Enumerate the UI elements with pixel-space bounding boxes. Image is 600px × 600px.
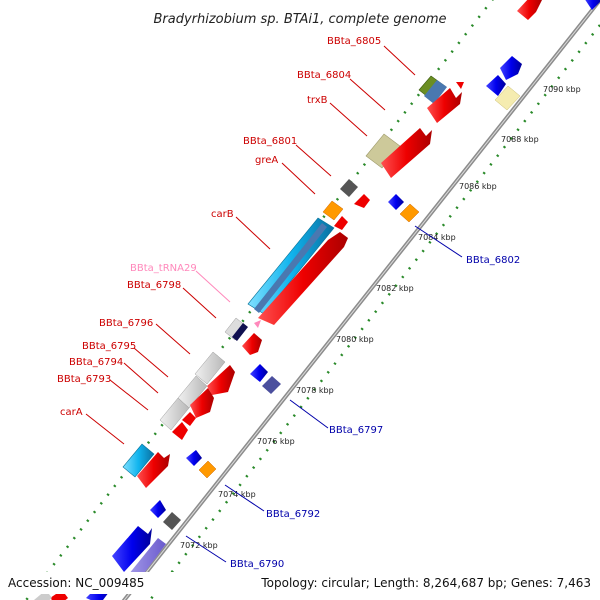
tick-label: 7076 kbp	[257, 437, 295, 446]
leader-line	[123, 362, 159, 394]
tick-label: 7078 kbp	[296, 386, 334, 395]
gene-label-carb[interactable]: carB	[211, 209, 234, 220]
leader-line	[185, 535, 227, 563]
gene-label-grea[interactable]: greA	[255, 155, 278, 166]
gene-small-arrow[interactable]	[456, 82, 464, 89]
tick-label: 7082 kbp	[376, 284, 414, 293]
tick-label: 7084 kbp	[418, 233, 456, 242]
gene-label-bbta-6796[interactable]: BBta_6796	[99, 318, 153, 329]
forward-genes	[34, 0, 542, 600]
gene-red-c[interactable]	[172, 422, 188, 440]
gene-carb-stripe[interactable]	[254, 223, 327, 313]
gene-label-bbta-6794[interactable]: BBta_6794	[69, 357, 123, 368]
gene-bbta-6793[interactable]	[159, 397, 190, 431]
map-title: Bradyrhizobium sp. BTAi1, complete genom…	[153, 12, 446, 27]
gene-red-long[interactable]	[258, 232, 348, 325]
gene-label-trxb[interactable]: trxB	[307, 95, 328, 106]
genome-summary-text: Topology: circular; Length: 8,264,687 bp…	[260, 576, 591, 590]
gene-orange-forward[interactable]	[322, 200, 344, 221]
gene-label-bbta-6792[interactable]: BBta_6792	[266, 509, 320, 520]
tick-label: 7090 kbp	[543, 85, 581, 94]
tick-dots-inner	[149, 24, 600, 600]
gene-cara-red[interactable]	[137, 452, 170, 488]
gene-grea-small[interactable]	[354, 194, 370, 208]
leader-line	[195, 270, 231, 303]
gene-label-bbta-6797[interactable]: BBta_6797	[329, 425, 383, 436]
leader-line	[133, 347, 169, 378]
gene-trna-29[interactable]	[254, 320, 261, 328]
tick-label: 7080 kbp	[336, 335, 374, 344]
leader-line	[155, 323, 191, 355]
gene-label-bbta-6795[interactable]: BBta_6795	[82, 341, 136, 352]
gene-label-cara[interactable]: carA	[60, 407, 83, 418]
gene-bbta-6798[interactable]	[242, 333, 262, 355]
accession-text: Accession: NC_009485	[8, 576, 144, 590]
gene-label-bbta-6805[interactable]: BBta_6805	[327, 36, 381, 47]
leader-line	[349, 78, 386, 111]
gene-bbta-6797-a[interactable]	[250, 364, 268, 382]
gene-bbta-6802-blue[interactable]	[388, 194, 404, 210]
gene-bbta-6796[interactable]	[194, 351, 226, 385]
gene-label-bbta-trna29[interactable]: BBta_tRNA29	[130, 263, 197, 274]
gene-label-bbta-6790[interactable]: BBta_6790	[230, 559, 284, 570]
gene-bbta-6792[interactable]	[198, 460, 217, 479]
gene-red-small-b[interactable]	[334, 216, 348, 230]
reverse-genes	[150, 0, 600, 530]
gene-bbta-6792-a[interactable]	[186, 450, 202, 466]
leader-line	[224, 484, 265, 512]
gene-reverse-a[interactable]	[500, 56, 522, 80]
leader-line	[85, 413, 125, 445]
gene-bbta-6801[interactable]	[340, 179, 358, 197]
tick-label: 7088 kbp	[501, 135, 539, 144]
leader-line	[383, 45, 416, 76]
gene-forward-top[interactable]	[517, 0, 542, 20]
leader-line	[295, 144, 332, 177]
gene-bbta-6805-b[interactable]	[424, 80, 447, 104]
tick-label: 7086 kbp	[459, 182, 497, 191]
gene-reverse-top[interactable]	[584, 0, 600, 10]
gene-cara[interactable]	[122, 443, 155, 478]
gene-bbta-6804[interactable]	[427, 88, 462, 123]
leader-line	[235, 216, 271, 250]
backbone-line-outer	[121, 0, 600, 600]
gene-label-bbta-6802[interactable]: BBta_6802	[466, 255, 520, 266]
backbone-line-inner	[123, 0, 600, 600]
tick-label: 7074 kbp	[218, 490, 256, 499]
gene-red-b[interactable]	[190, 388, 214, 418]
leader-line	[182, 287, 217, 319]
gene-bbta-6797[interactable]	[262, 376, 281, 394]
gene-label-bbta-6801[interactable]: BBta_6801	[243, 136, 297, 147]
leader-line	[414, 225, 463, 258]
gene-bbta-6802[interactable]	[399, 203, 420, 223]
gene-red-d[interactable]	[182, 412, 196, 426]
gene-reverse-yellow[interactable]	[494, 85, 521, 111]
forward-label-group: BBta_6805 BBta_6804 trxB BBta_6801 greA …	[57, 36, 416, 445]
gene-reverse-b[interactable]	[486, 75, 506, 96]
gene-label-bbta-6804[interactable]: BBta_6804	[297, 70, 351, 81]
leader-line	[329, 102, 368, 137]
gene-bbta-6790[interactable]	[163, 512, 181, 530]
tick-label: 7072 kbp	[180, 541, 218, 550]
kbp-ticks: 7072 kbp 7074 kbp 7076 kbp 7078 kbp 7080…	[180, 85, 581, 550]
leader-line	[281, 162, 316, 195]
gene-label-bbta-6798[interactable]: BBta_6798	[127, 280, 181, 291]
gene-bbta-6795[interactable]	[207, 365, 235, 395]
reverse-label-group: BBta_6802 BBta_6797 BBta_6792 BBta_6790	[185, 225, 520, 570]
gene-label-bbta-6793[interactable]: BBta_6793	[57, 374, 111, 385]
footer-backdrop	[0, 572, 600, 594]
leader-line	[289, 399, 329, 429]
gene-blue-bottom-a[interactable]	[112, 526, 152, 572]
leader-line	[109, 379, 149, 411]
gene-trxb[interactable]	[381, 128, 432, 178]
gene-bbta-6790-a[interactable]	[150, 500, 166, 518]
gene-bbta-6798-b[interactable]	[232, 323, 248, 341]
